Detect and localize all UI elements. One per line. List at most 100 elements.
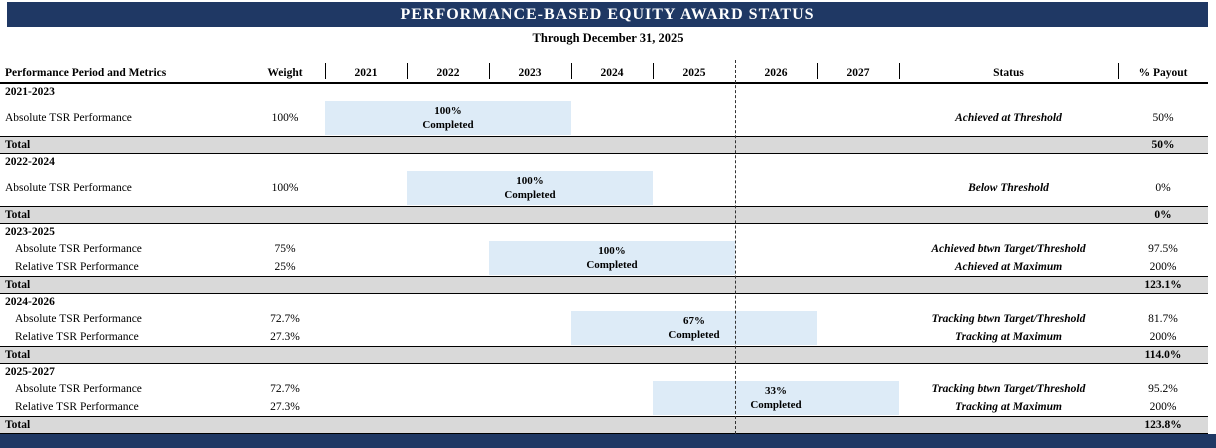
metrics-block: 100% Completed Absolute TSR Performance … <box>0 100 1208 136</box>
metric-row: Absolute TSR Performance 100% Below Thre… <box>0 170 1208 206</box>
metric-name: Relative TSR Performance <box>15 261 139 273</box>
total-label: Total <box>5 279 31 291</box>
column-header-row: Performance Period and Metrics Weight 20… <box>0 60 1208 84</box>
completion-bar: 100% Completed <box>325 101 571 135</box>
column-divider <box>325 63 326 79</box>
metric-payout: 200% <box>1149 401 1177 413</box>
col-header-payout: % Payout <box>1138 67 1188 79</box>
completion-label: Completed <box>586 259 638 271</box>
total-row: Total 123.8% <box>0 416 1208 434</box>
metric-payout: 95.2% <box>1148 383 1178 395</box>
metric-status: Achieved at Maximum <box>954 261 1063 273</box>
metric-status: Achieved btwn Target/Threshold <box>931 243 1086 255</box>
completion-label: Completed <box>504 189 556 201</box>
completion-label: Completed <box>422 119 474 131</box>
column-divider <box>899 63 900 79</box>
metric-weight: 100% <box>271 182 299 194</box>
total-value: 114.0% <box>1144 349 1182 361</box>
metric-row: Relative TSR Performance 25% Achieved at… <box>0 258 1208 276</box>
column-divider <box>571 63 572 79</box>
column-divider <box>407 63 408 79</box>
section-period-row: 2021-2023 <box>0 84 1208 100</box>
metric-row: Relative TSR Performance 27.3% Tracking … <box>0 328 1208 346</box>
col-header-year-2024: 2024 <box>600 67 624 79</box>
period-label: 2025-2027 <box>5 366 55 378</box>
metric-weight: 75% <box>274 243 296 255</box>
total-label: Total <box>5 349 31 361</box>
metric-weight: 27.3% <box>270 331 300 343</box>
period-label: 2023-2025 <box>5 226 55 238</box>
metric-row: Absolute TSR Performance 100% Achieved a… <box>0 100 1208 136</box>
section-period-row: 2023-2025 <box>0 224 1208 240</box>
completion-pct: 100% <box>516 175 544 187</box>
completion-pct: 67% <box>683 315 705 327</box>
total-value: 0% <box>1154 209 1172 221</box>
total-value: 123.8% <box>1144 419 1182 431</box>
metric-weight: 72.7% <box>270 313 300 325</box>
metrics-block: 33% Completed Absolute TSR Performance 7… <box>0 380 1208 416</box>
period-label: 2022-2024 <box>5 156 55 168</box>
completion-pct: 100% <box>598 245 626 257</box>
total-label: Total <box>5 139 31 151</box>
metric-payout: 97.5% <box>1148 243 1178 255</box>
col-header-year-2022: 2022 <box>436 67 460 79</box>
metric-row: Absolute TSR Performance 72.7% Tracking … <box>0 380 1208 398</box>
col-header-year-2023: 2023 <box>518 67 542 79</box>
completion-bar: 100% Completed <box>407 171 653 205</box>
total-row: Total 0% <box>0 206 1208 224</box>
total-row: Total 50% <box>0 136 1208 154</box>
metric-name: Relative TSR Performance <box>15 331 139 343</box>
metric-status: Below Threshold <box>968 182 1049 194</box>
metric-status: Tracking at Maximum <box>955 401 1062 413</box>
period-label: 2021-2023 <box>5 86 55 98</box>
col-header-year-2021: 2021 <box>354 67 378 79</box>
current-date-divider-line <box>735 60 736 434</box>
metric-status: Tracking btwn Target/Threshold <box>931 383 1086 395</box>
metric-weight: 27.3% <box>270 401 300 413</box>
metric-weight: 100% <box>271 112 299 124</box>
metric-status: Achieved at Threshold <box>955 112 1062 124</box>
metric-row: Absolute TSR Performance 72.7% Tracking … <box>0 310 1208 328</box>
column-divider <box>489 63 490 79</box>
period-label: 2024-2026 <box>5 296 55 308</box>
status-table: Performance Period and Metrics Weight 20… <box>0 60 1208 434</box>
metric-name: Absolute TSR Performance <box>15 383 142 395</box>
completion-label: Completed <box>750 399 802 411</box>
column-divider <box>1118 63 1119 79</box>
col-header-year-2027: 2027 <box>846 67 870 79</box>
title-bar: PERFORMANCE-BASED EQUITY AWARD STATUS <box>7 2 1208 27</box>
subtitle: Through December 31, 2025 <box>532 31 684 45</box>
column-divider <box>653 63 654 79</box>
col-header-metrics: Performance Period and Metrics <box>5 67 167 79</box>
metric-name: Absolute TSR Performance <box>5 182 132 194</box>
completion-label: Completed <box>668 329 720 341</box>
page-title: PERFORMANCE-BASED EQUITY AWARD STATUS <box>400 6 815 23</box>
completion-bar: 67% Completed <box>571 311 817 345</box>
column-divider <box>817 63 818 79</box>
col-header-weight: Weight <box>267 67 303 79</box>
metric-payout: 50% <box>1152 112 1174 124</box>
metric-payout: 81.7% <box>1148 313 1178 325</box>
metric-status: Tracking btwn Target/Threshold <box>931 313 1086 325</box>
col-header-status: Status <box>993 67 1024 79</box>
completion-pct: 33% <box>765 385 787 397</box>
metric-name: Absolute TSR Performance <box>15 243 142 255</box>
col-header-year-2025: 2025 <box>682 67 706 79</box>
metric-weight: 25% <box>274 261 296 273</box>
metric-payout: 0% <box>1155 182 1171 194</box>
metric-status: Tracking at Maximum <box>955 331 1062 343</box>
metric-name: Relative TSR Performance <box>15 401 139 413</box>
metric-name: Absolute TSR Performance <box>15 313 142 325</box>
metric-row: Relative TSR Performance 27.3% Tracking … <box>0 398 1208 416</box>
total-label: Total <box>5 209 31 221</box>
metrics-block: 67% Completed Absolute TSR Performance 7… <box>0 310 1208 346</box>
section-period-row: 2024-2026 <box>0 294 1208 310</box>
bottom-bar <box>0 434 1216 448</box>
total-row: Total 114.0% <box>0 346 1208 364</box>
total-label: Total <box>5 419 31 431</box>
metric-name: Absolute TSR Performance <box>5 112 132 124</box>
metric-payout: 200% <box>1149 261 1177 273</box>
section-period-row: 2025-2027 <box>0 364 1208 380</box>
metric-row: Absolute TSR Performance 75% Achieved bt… <box>0 240 1208 258</box>
total-row: Total 123.1% <box>0 276 1208 294</box>
